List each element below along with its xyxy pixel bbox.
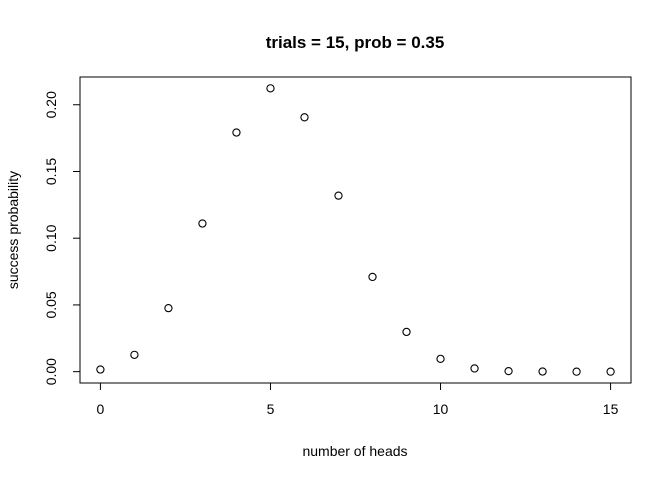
data-point [96, 365, 105, 374]
x-tick-label: 15 [603, 401, 619, 417]
data-point [300, 113, 309, 122]
data-point [334, 191, 343, 200]
y-tick-label: 0.10 [43, 224, 59, 251]
data-point [266, 84, 275, 93]
data-point [606, 367, 615, 376]
data-point [368, 272, 377, 282]
data-point [572, 367, 581, 376]
x-axis-label: number of heads [302, 443, 407, 459]
plot-frame [79, 76, 632, 384]
x-axis: 0 5 10 15 [97, 382, 619, 417]
x-tick-label: 5 [267, 401, 275, 417]
data-points [96, 84, 615, 376]
data-point [198, 219, 207, 228]
y-tick-label: 0.20 [43, 91, 59, 118]
data-point [436, 354, 445, 363]
x-tick-label: 10 [433, 401, 449, 417]
y-axis: 0.00 0.05 0.10 0.15 0.20 [43, 91, 81, 385]
y-tick-label: 0.05 [43, 291, 59, 318]
data-point [504, 366, 513, 376]
y-tick-label: 0.00 [43, 358, 59, 385]
y-tick-label: 0.15 [43, 158, 59, 185]
data-point [538, 367, 547, 376]
data-point [130, 350, 139, 359]
data-point [232, 128, 241, 137]
data-point [470, 364, 479, 373]
data-point [164, 303, 173, 313]
y-axis-label: success probability [5, 171, 21, 289]
data-point [402, 327, 411, 337]
x-tick-label: 0 [97, 401, 105, 417]
chart-title: trials = 15, prob = 0.35 [266, 33, 445, 52]
